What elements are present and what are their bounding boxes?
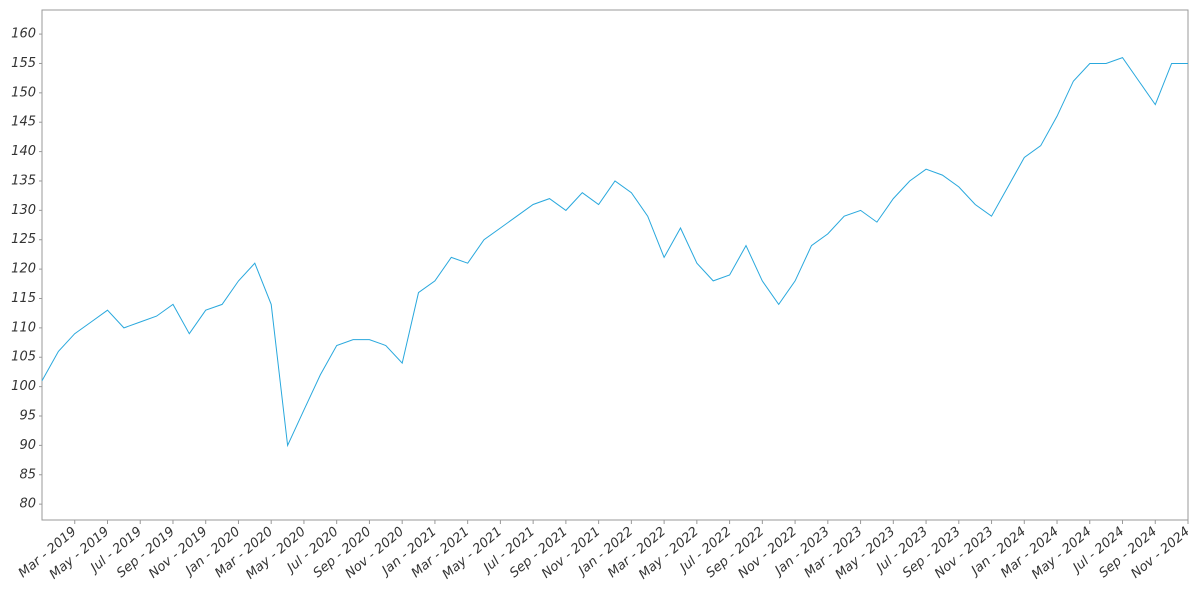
data-line: [41, 56, 1188, 448]
y-tick-label: 145: [11, 115, 36, 130]
y-tick-label: 85: [19, 467, 36, 482]
y-tick-label: 130: [11, 203, 36, 218]
y-tick-label: 125: [11, 232, 36, 247]
y-tick-label: 110: [11, 320, 36, 335]
y-tick-label: 90: [19, 438, 36, 453]
y-tick-label: 100: [11, 379, 36, 394]
plot-frame: [41, 9, 1189, 521]
y-tick-label: 155: [11, 56, 36, 71]
y-tick-label: 120: [11, 262, 36, 277]
y-tick-label: 80: [19, 497, 36, 512]
y-tick-label: 150: [11, 85, 36, 100]
y-tick-label: 115: [11, 291, 36, 306]
y-tick-label: 140: [11, 144, 36, 159]
y-tick-label: 105: [11, 350, 36, 365]
y-tick-label: 135: [11, 173, 36, 188]
y-tick-label: 95: [19, 409, 36, 424]
y-tick-label: 160: [11, 27, 36, 42]
